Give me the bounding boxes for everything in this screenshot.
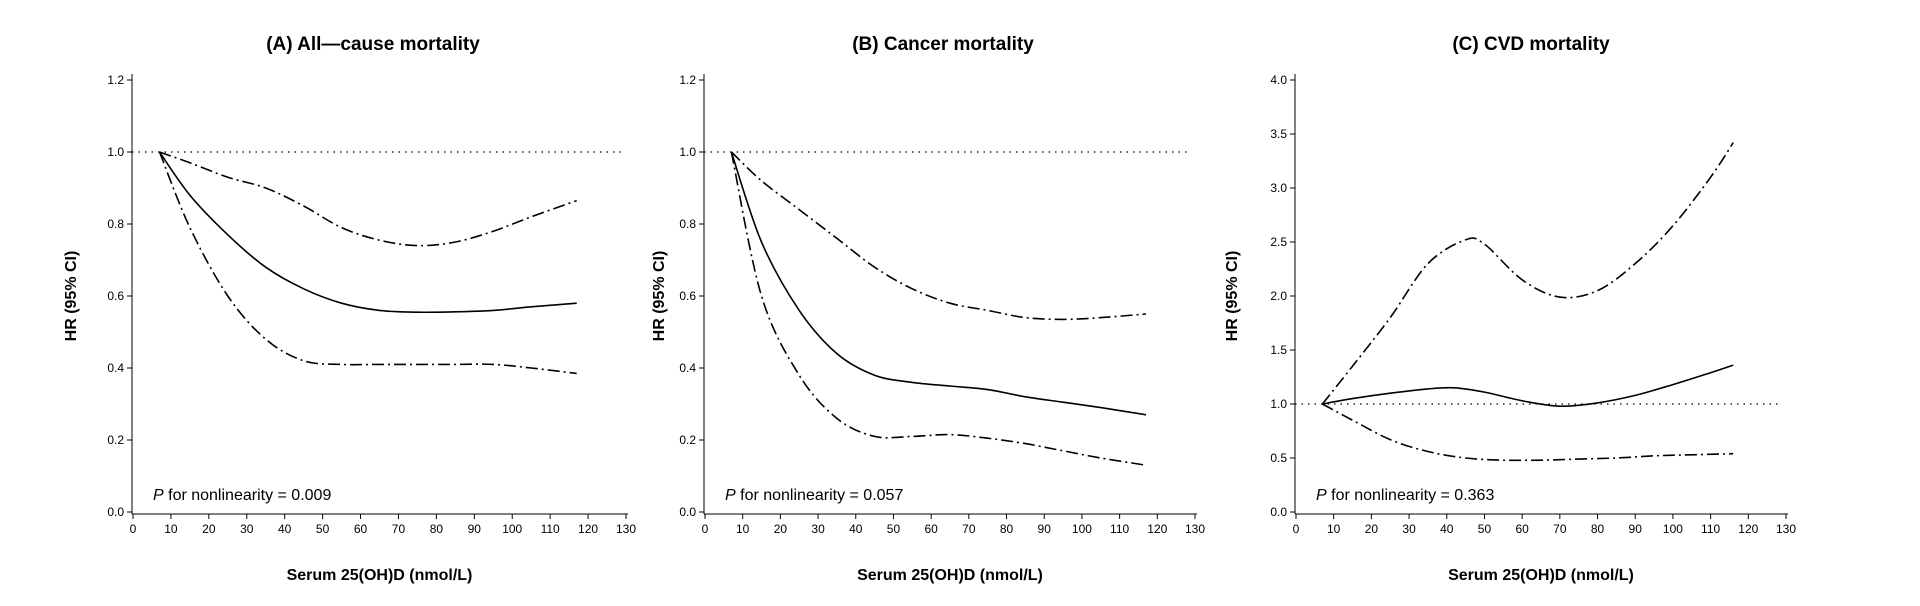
x-tick-label: 30 [1402, 522, 1416, 536]
hr-estimate-line [158, 151, 577, 314]
x-tick-label: 80 [1000, 522, 1014, 536]
x-tick-label: 110 [541, 522, 560, 536]
ci-upper-line [159, 151, 577, 247]
y-tick-label: 0.0 [1270, 505, 1287, 519]
ci-lower-line [158, 151, 577, 375]
x-tick-label: 120 [1738, 522, 1758, 536]
y-tick-label: 1.2 [107, 73, 124, 87]
x-tick-label: 80 [1591, 522, 1605, 536]
ci-upper-line [1321, 142, 1734, 405]
x-tick-label: 40 [849, 522, 863, 536]
x-tick-label: 0 [1293, 522, 1300, 536]
x-tick-label: 20 [1365, 522, 1379, 536]
x-tick-label: 70 [962, 522, 976, 536]
y-tick-label: 0.2 [107, 433, 124, 447]
y-tick-label: 1.0 [107, 145, 124, 159]
ci-upper-line [730, 151, 1147, 321]
chart-panel-1: (A) All—cause mortality 0.0 0.2 0.4 0.6 0.8 1.… [63, 34, 636, 584]
y-tick-label: 4.0 [1270, 73, 1287, 87]
x-tick-label: 60 [354, 522, 368, 536]
y-tick-label: 2.0 [1270, 289, 1287, 303]
chart-panel-2: (B) Cancer mortality 0.0 0.2 0.4 0.6 0.8 1.0 1.… [651, 34, 1205, 584]
x-tick-label: 50 [316, 522, 330, 536]
x-tick-label: 100 [1663, 522, 1683, 536]
ci-lower-line [730, 151, 1147, 466]
y-tick-label: 1.2 [679, 73, 696, 87]
x-tick-label: 50 [1478, 522, 1492, 536]
x-tick-label: 120 [1147, 522, 1167, 536]
y-tick-label: 1.0 [679, 145, 696, 159]
nonlinearity-annotation: P for nonlinearity = 0.363 [1316, 487, 1494, 504]
y-tick-label: 0.8 [107, 217, 124, 231]
x-tick-label: 0 [702, 522, 709, 536]
x-tick-label: 100 [502, 522, 522, 536]
y-tick-label: 0.4 [679, 361, 696, 375]
x-axis-label: Serum 25(OH)D (nmol/L) [857, 567, 1043, 584]
y-axis-label: HR (95% CI) [651, 251, 668, 342]
x-tick-label: 20 [202, 522, 216, 536]
x-tick-label: 30 [811, 522, 825, 536]
x-tick-label: 130 [1776, 522, 1796, 536]
x-tick-label: 30 [240, 522, 254, 536]
nonlinearity-annotation: P for nonlinearity = 0.057 [725, 487, 903, 504]
hr-estimate-line [730, 151, 1147, 416]
y-tick-label: 0.0 [107, 505, 124, 519]
ci-lower-line [1322, 403, 1734, 462]
hr-estimate-line [1322, 364, 1734, 408]
y-tick-label: 0.5 [1270, 451, 1287, 465]
y-tick-label: 0.6 [107, 289, 124, 303]
x-tick-label: 0 [130, 522, 137, 536]
y-tick-label: 0.6 [679, 289, 696, 303]
x-tick-label: 20 [774, 522, 788, 536]
y-tick-label: 2.5 [1270, 235, 1287, 249]
nonlinearity-annotation: P for nonlinearity = 0.009 [153, 487, 331, 504]
y-tick-label: 1.5 [1270, 343, 1287, 357]
x-axis-label: Serum 25(OH)D (nmol/L) [1448, 567, 1634, 584]
p-symbol: P [153, 487, 164, 504]
chart-title: (A) All—cause mortality [266, 34, 480, 55]
x-tick-label: 40 [278, 522, 292, 536]
y-axis-label: HR (95% CI) [1224, 251, 1241, 342]
x-tick-label: 120 [578, 522, 598, 536]
x-tick-label: 60 [924, 522, 938, 536]
y-tick-label: 3.0 [1270, 181, 1287, 195]
x-tick-label: 10 [164, 522, 178, 536]
y-axis-label: HR (95% CI) [63, 251, 80, 342]
y-tick-label: 0.4 [107, 361, 124, 375]
x-tick-label: 110 [1701, 522, 1720, 536]
x-tick-label: 90 [468, 522, 482, 536]
x-tick-label: 80 [430, 522, 444, 536]
y-tick-label: 0.0 [679, 505, 696, 519]
x-tick-label: 130 [616, 522, 636, 536]
y-tick-label: 1.0 [1270, 397, 1287, 411]
x-tick-label: 70 [1553, 522, 1567, 536]
p-value-text: for nonlinearity = 0.057 [736, 487, 904, 504]
x-tick-label: 50 [887, 522, 901, 536]
x-tick-label: 110 [1110, 522, 1129, 536]
x-tick-label: 90 [1038, 522, 1052, 536]
chart-title: (C) CVD mortality [1452, 34, 1610, 55]
chart-title: (B) Cancer mortality [852, 34, 1034, 55]
y-tick-label: 0.8 [679, 217, 696, 231]
x-tick-label: 130 [1185, 522, 1205, 536]
x-tick-label: 10 [1327, 522, 1341, 536]
x-axis-label: Serum 25(OH)D (nmol/L) [287, 567, 473, 584]
p-value-text: for nonlinearity = 0.009 [164, 487, 332, 504]
p-symbol: P [1316, 487, 1327, 504]
chart-panel-3: (C) CVD mortality 0.0 0.5 1.0 1.5 2.0 2.5 3.0 3.… [1224, 34, 1796, 584]
x-tick-label: 70 [392, 522, 406, 536]
y-tick-label: 0.2 [679, 433, 696, 447]
x-tick-label: 40 [1440, 522, 1454, 536]
x-tick-label: 10 [736, 522, 750, 536]
x-tick-label: 90 [1629, 522, 1643, 536]
x-tick-label: 100 [1072, 522, 1092, 536]
p-symbol: P [725, 487, 736, 504]
y-tick-label: 3.5 [1270, 127, 1287, 141]
p-value-text: for nonlinearity = 0.363 [1327, 487, 1495, 504]
x-tick-label: 60 [1515, 522, 1529, 536]
